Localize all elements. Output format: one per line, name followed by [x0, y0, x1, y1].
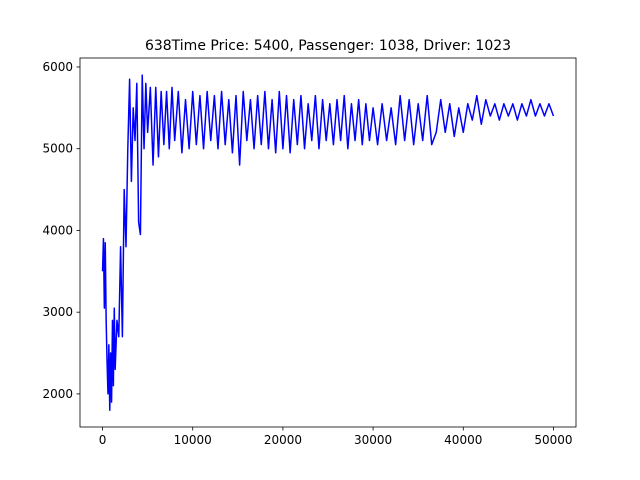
x-tick-label: 0 [99, 433, 107, 447]
x-tick-label: 20000 [264, 433, 302, 447]
data-line [101, 74, 555, 411]
x-tick-label: 50000 [534, 433, 572, 447]
x-tick-label: 10000 [174, 433, 212, 447]
y-tick-label: 4000 [42, 223, 73, 237]
x-tick-label: 40000 [444, 433, 482, 447]
y-tick-label: 2000 [42, 387, 73, 401]
y-tick-label: 3000 [42, 305, 73, 319]
chart-title: 638Time Price: 5400, Passenger: 1038, Dr… [145, 38, 511, 54]
y-tick-label: 6000 [42, 60, 73, 74]
plot-frame [79, 57, 577, 428]
x-tick-label: 30000 [354, 433, 392, 447]
y-tick-label: 5000 [42, 142, 73, 156]
